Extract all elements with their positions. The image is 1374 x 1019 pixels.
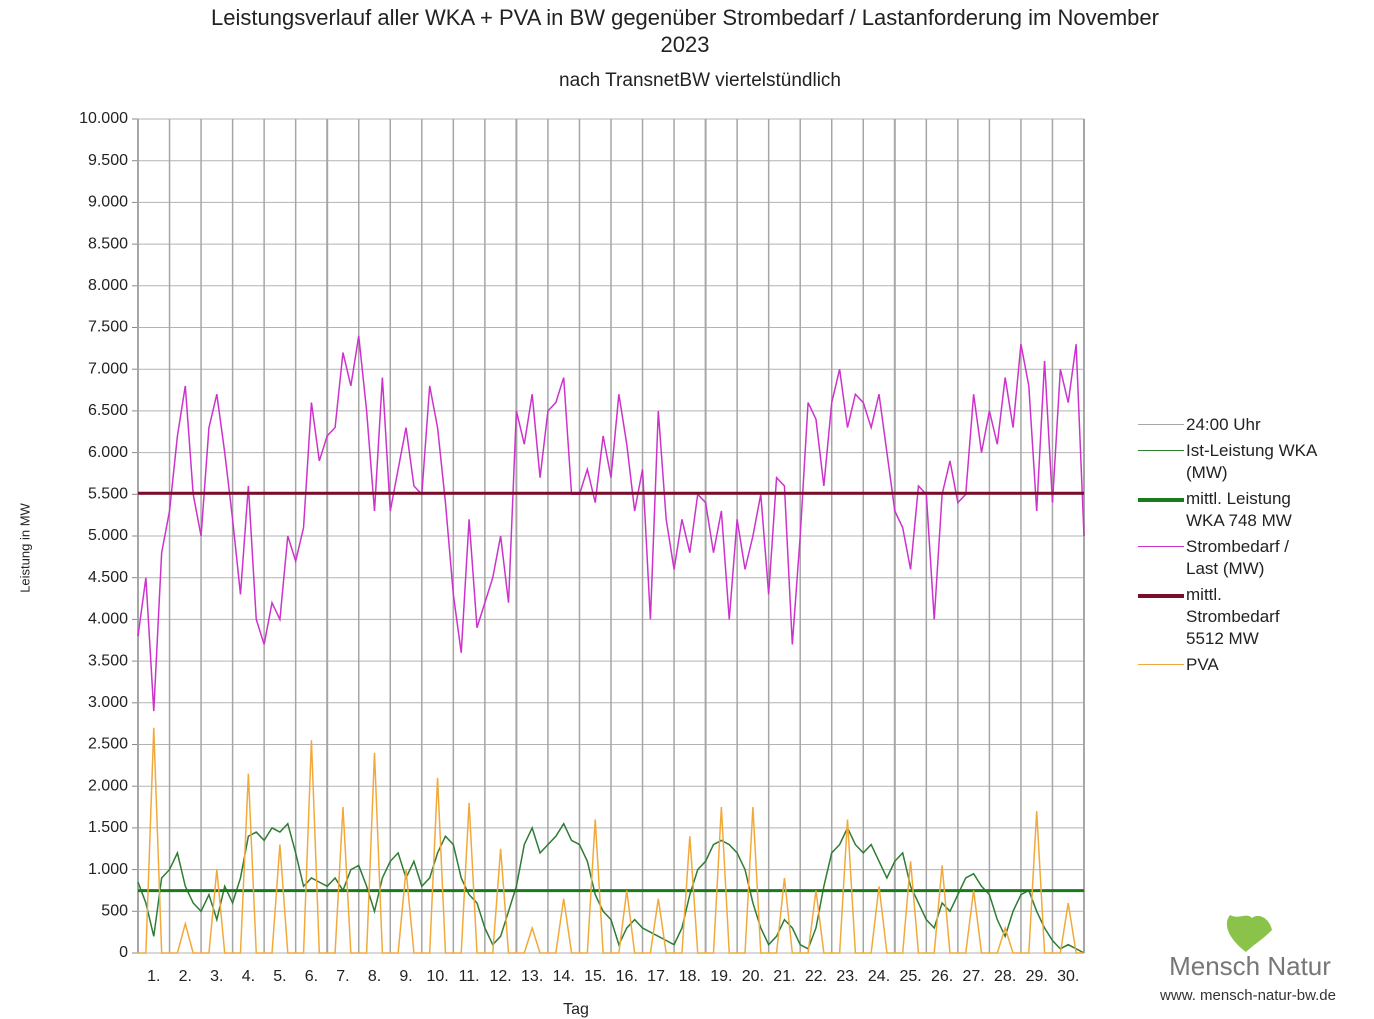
y-tick-label: 7.000 (88, 360, 128, 377)
x-tick-label: 5. (273, 968, 286, 985)
x-tick-label: 13. (521, 968, 543, 985)
y-tick-label: 500 (101, 903, 128, 920)
legend-item: PVA (1138, 654, 1318, 676)
x-tick-label: 23. (836, 968, 858, 985)
x-tick-label: 1. (147, 968, 160, 985)
x-tick-label: 26. (931, 968, 953, 985)
x-tick-label: 10. (426, 968, 448, 985)
legend-label: Strombedarf / Last (MW) (1186, 537, 1289, 578)
legend-item: mittl. Leistung WKA 748 MW (1138, 488, 1318, 532)
x-tick-label: 27. (963, 968, 985, 985)
chart-subtitle: nach TransnetBW viertelstündlich (559, 70, 841, 91)
x-tick-label: 17. (647, 968, 669, 985)
x-tick-label: 28. (994, 968, 1016, 985)
y-axis-label: Leistung in MW (17, 502, 32, 592)
x-tick-label: 22. (805, 968, 827, 985)
legend-item: Strombedarf / Last (MW) (1138, 536, 1318, 580)
x-tick-label: 20. (742, 968, 764, 985)
x-tick-label: 3. (210, 968, 223, 985)
logo-leaf (1226, 915, 1272, 952)
x-tick-label: 29. (1026, 968, 1048, 985)
y-tick-label: 8.500 (88, 235, 128, 252)
y-tick-label: 1.500 (88, 819, 128, 836)
x-tick-label: 19. (710, 968, 732, 985)
x-tick-label: 21. (773, 968, 795, 985)
y-tick-label: 8.000 (88, 277, 128, 294)
y-tick-label: 9.000 (88, 194, 128, 211)
title-line: Leistungsverlauf aller WKA + PVA in BW g… (211, 5, 1159, 30)
x-tick-label: 25. (899, 968, 921, 985)
legend-label: PVA (1186, 655, 1219, 674)
legend: 24:00 Uhr Ist-Leistung WKA (MW) mittl. Lei… (1138, 414, 1318, 680)
legend-swatch (1138, 440, 1184, 462)
y-tick-label: 4.000 (88, 611, 128, 628)
y-tick-label: 5.500 (88, 486, 128, 503)
x-tick-label: 6. (305, 968, 318, 985)
legend-item: mittl. Strombedarf 5512 MW (1138, 584, 1318, 650)
x-tick-label: 8. (368, 968, 381, 985)
y-tick-label: 4.500 (88, 569, 128, 586)
legend-item: 24:00 Uhr (1138, 414, 1318, 436)
x-tick-label: 4. (242, 968, 255, 985)
series-line (138, 727, 1084, 954)
logo-leaf-shape (1226, 915, 1272, 952)
x-tick-label: 14. (553, 968, 575, 985)
legend-swatch (1138, 414, 1184, 436)
legend-label: mittl. Leistung WKA 748 MW (1186, 489, 1292, 530)
x-tick-label: 16. (616, 968, 638, 985)
chart-title: Leistungsverlauf aller WKA + PVA in BW g… (211, 5, 1159, 57)
legend-swatch (1138, 654, 1184, 676)
x-axis-label: Tag (563, 1001, 589, 1018)
legend-swatch (1138, 536, 1184, 558)
series-line (137, 822, 1085, 954)
title-line: 2023 (661, 32, 710, 57)
x-tick-label: 30. (1057, 968, 1079, 985)
legend-label: Ist-Leistung WKA (MW) (1186, 441, 1317, 482)
x-tick-label: 9. (399, 968, 412, 985)
logo-url: www. mensch-natur-bw.de (1159, 987, 1336, 1004)
legend-swatch (1138, 488, 1184, 510)
y-tick-label: 7.500 (88, 319, 128, 336)
y-tick-label: 5.000 (88, 527, 128, 544)
y-tick-label: 6.000 (88, 444, 128, 461)
y-tick-label: 2.000 (88, 777, 128, 794)
y-tick-label: 3.500 (88, 652, 128, 669)
y-tick-label: 0 (119, 944, 128, 961)
y-tick-label: 3.000 (88, 694, 128, 711)
y-tick-label: 6.500 (88, 402, 128, 419)
x-tick-label: 15. (584, 968, 606, 985)
logo-name: Mensch Natur (1169, 951, 1331, 981)
y-tick-label: 1.000 (88, 861, 128, 878)
legend-label: mittl. Strombedarf 5512 MW (1186, 585, 1280, 648)
legend-item: Ist-Leistung WKA (MW) (1138, 440, 1318, 484)
x-tick-label: 24. (868, 968, 890, 985)
y-tick-label: 2.500 (88, 736, 128, 753)
y-tick-label: 9.500 (88, 152, 128, 169)
x-tick-label: 2. (179, 968, 192, 985)
y-tick-label: 10.000 (79, 110, 128, 127)
x-tick-label: 18. (679, 968, 701, 985)
x-tick-label: 7. (336, 968, 349, 985)
x-tick-label: 12. (490, 968, 512, 985)
x-tick-label: 11. (459, 968, 480, 985)
legend-swatch (1138, 584, 1184, 606)
legend-label: 24:00 Uhr (1186, 415, 1261, 434)
